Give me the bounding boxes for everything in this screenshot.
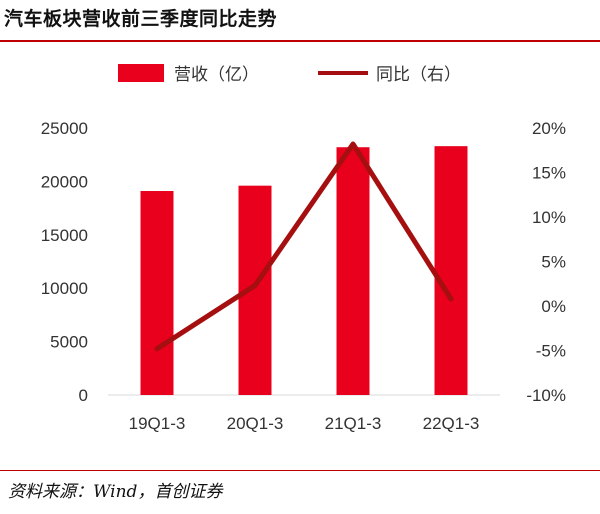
- bar-revenue: [140, 191, 174, 395]
- y-right-tick-label: 10%: [532, 208, 566, 227]
- y-right-tick-label: -10%: [526, 386, 566, 405]
- y-left-tick-label: 15000: [41, 226, 88, 245]
- y-right-tick-label: 20%: [532, 119, 566, 138]
- y-right-tick-label: -5%: [536, 342, 566, 361]
- y-right-tick-label: 0%: [541, 297, 566, 316]
- y-left-tick-label: 20000: [41, 172, 88, 191]
- y-left-tick-label: 5000: [50, 333, 88, 352]
- legend-label-revenue: 营收（亿）: [174, 65, 259, 85]
- legend: 营收（亿） 同比（右）: [118, 64, 461, 85]
- x-tick-label: 21Q1-3: [325, 414, 382, 433]
- y-right-tick-label: 5%: [541, 253, 566, 272]
- line-yoy: [154, 141, 454, 352]
- chart-title: 汽车板块营收前三季度同比走势: [4, 8, 278, 30]
- x-tick-label: 20Q1-3: [227, 414, 284, 433]
- x-tick-label: 19Q1-3: [129, 414, 186, 433]
- y-left-tick-label: 25000: [41, 119, 88, 138]
- y-right-tick-label: 15%: [532, 164, 566, 183]
- legend-swatch-revenue: [118, 64, 164, 82]
- source-note: 资料来源：Wind，首创证券: [8, 482, 223, 502]
- bar-revenue: [434, 146, 468, 395]
- title-divider: [0, 40, 600, 42]
- source-divider: [0, 470, 600, 471]
- x-tick-label: 22Q1-3: [423, 414, 480, 433]
- plot-area: 0 5000 10000 15000 20000 25000 -10% -5% 0% 5% 10% 1…: [41, 119, 566, 433]
- combo-chart: 营收（亿） 同比（右） 0 5000 10000 15000 20000 25000 -10…: [41, 64, 566, 433]
- y-left-tick-label: 10000: [41, 279, 88, 298]
- y-left-tick-label: 0: [79, 386, 88, 405]
- bar-revenue: [336, 147, 370, 395]
- legend-label-yoy: 同比（右）: [376, 65, 461, 85]
